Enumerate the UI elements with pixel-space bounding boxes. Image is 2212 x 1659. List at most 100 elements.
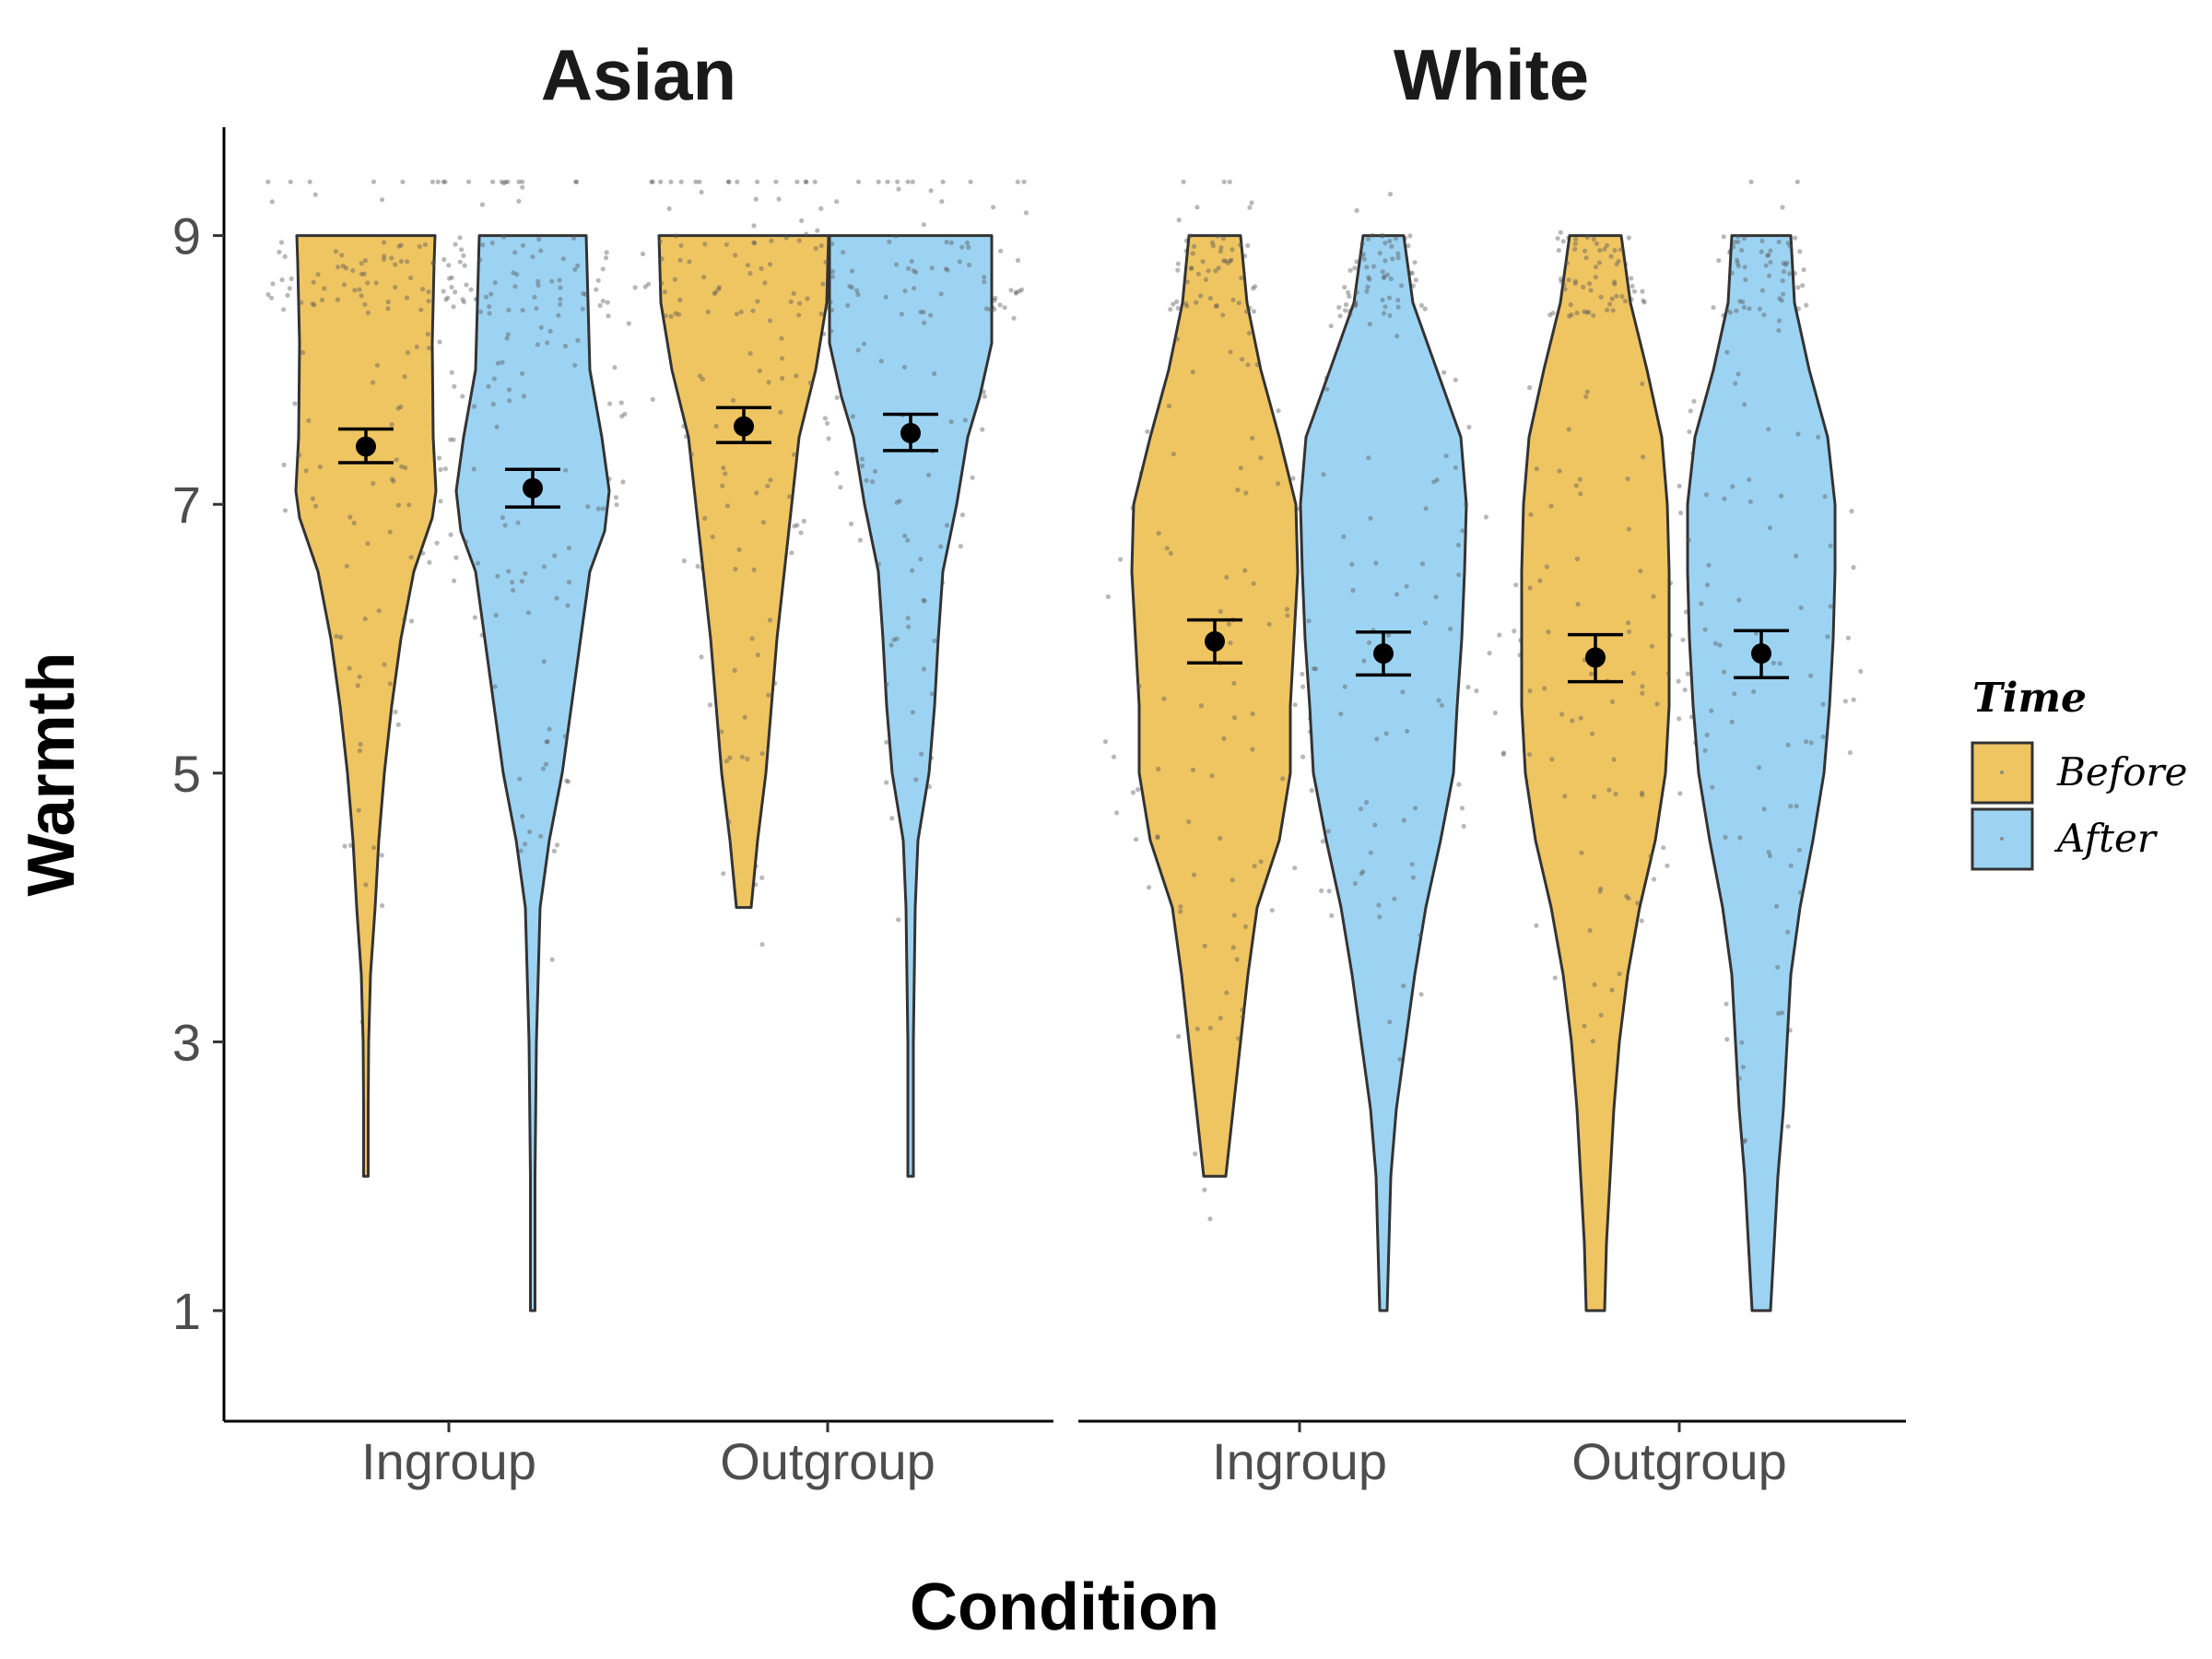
raw-point: [1423, 506, 1429, 512]
raw-point: [1757, 306, 1762, 312]
raw-point: [828, 300, 833, 305]
raw-point: [731, 397, 736, 403]
raw-point: [1699, 601, 1704, 606]
raw-point: [391, 478, 396, 484]
raw-point: [818, 242, 824, 249]
raw-point: [1785, 1124, 1791, 1129]
raw-point: [1734, 308, 1739, 313]
raw-point: [1622, 299, 1629, 304]
raw-point: [282, 253, 288, 259]
raw-point: [445, 295, 451, 300]
raw-point: [1828, 543, 1833, 548]
raw-point: [1737, 835, 1743, 841]
violin-white-ingroup-before: [1130, 234, 1300, 1178]
raw-point: [1329, 912, 1335, 919]
raw-point: [1739, 1040, 1745, 1045]
raw-point: [1820, 701, 1826, 707]
violin-white-ingroup-after: [1299, 234, 1468, 1312]
y-tick-label: 9: [172, 207, 201, 265]
raw-point: [365, 280, 371, 286]
raw-point: [762, 280, 768, 286]
raw-point: [1359, 253, 1364, 259]
raw-point: [1171, 452, 1176, 457]
raw-point: [768, 262, 773, 267]
raw-point: [453, 555, 459, 560]
raw-point: [1250, 435, 1255, 441]
violin-white-outgroup-after: [1686, 234, 1837, 1312]
raw-point: [1145, 429, 1150, 434]
raw-point: [932, 638, 937, 643]
raw-point: [541, 564, 547, 570]
raw-point: [334, 633, 339, 640]
raw-point: [545, 739, 550, 745]
raw-point: [1736, 597, 1742, 603]
raw-point: [1203, 276, 1208, 282]
violin-asian-ingroup-after: [454, 234, 611, 1312]
raw-point: [745, 756, 750, 762]
raw-point: [1602, 246, 1607, 252]
raw-point: [1766, 427, 1771, 432]
raw-point: [1021, 179, 1027, 184]
raw-point: [943, 266, 948, 272]
raw-point: [1492, 710, 1498, 716]
raw-point: [1002, 305, 1007, 311]
x-axis-title: Condition: [910, 1571, 1219, 1644]
raw-point: [352, 288, 358, 293]
raw-point: [278, 240, 285, 245]
raw-point: [1422, 306, 1428, 312]
raw-point: [799, 218, 805, 223]
raw-point: [1230, 945, 1236, 950]
raw-point: [335, 265, 341, 270]
raw-point: [1774, 903, 1780, 910]
raw-point: [1361, 256, 1367, 262]
raw-point: [929, 691, 935, 697]
raw-point: [453, 241, 458, 247]
raw-point: [1216, 265, 1221, 271]
raw-point: [788, 299, 794, 304]
raw-point: [1418, 302, 1424, 308]
raw-point: [659, 280, 665, 286]
raw-point: [1367, 276, 1372, 282]
raw-point: [1460, 528, 1465, 534]
raw-point: [1722, 496, 1727, 501]
raw-point: [1483, 514, 1488, 520]
raw-point: [1586, 310, 1592, 315]
raw-point: [884, 739, 889, 745]
raw-point: [535, 283, 541, 288]
raw-point: [1528, 512, 1534, 518]
raw-point: [962, 418, 968, 423]
raw-point: [1742, 265, 1747, 270]
raw-point: [948, 240, 954, 245]
raw-point: [1779, 298, 1784, 303]
raw-point: [751, 567, 757, 572]
raw-point: [520, 308, 525, 313]
raw-point: [1309, 788, 1314, 794]
raw-point: [895, 179, 900, 184]
raw-point: [398, 404, 404, 409]
raw-point: [724, 241, 729, 247]
raw-point: [571, 235, 577, 241]
raw-point: [1352, 303, 1359, 309]
raw-point: [365, 310, 371, 316]
raw-point: [1783, 262, 1788, 267]
raw-point: [1641, 454, 1646, 460]
raw-point: [1640, 381, 1645, 386]
raw-point: [1777, 661, 1783, 666]
raw-point: [822, 416, 829, 421]
raw-point: [1366, 640, 1372, 645]
raw-point: [1221, 735, 1227, 742]
raw-point: [1240, 357, 1245, 362]
raw-point: [612, 365, 618, 371]
raw-point: [500, 359, 505, 365]
raw-point: [980, 427, 985, 432]
raw-point: [889, 816, 895, 821]
raw-point: [362, 301, 368, 307]
raw-point: [1512, 629, 1517, 634]
raw-point: [897, 499, 902, 504]
raw-point: [1352, 880, 1358, 887]
raw-point: [805, 296, 810, 301]
raw-point: [393, 709, 398, 715]
raw-point: [1353, 300, 1359, 305]
raw-point: [395, 406, 401, 411]
raw-point: [1328, 324, 1334, 329]
